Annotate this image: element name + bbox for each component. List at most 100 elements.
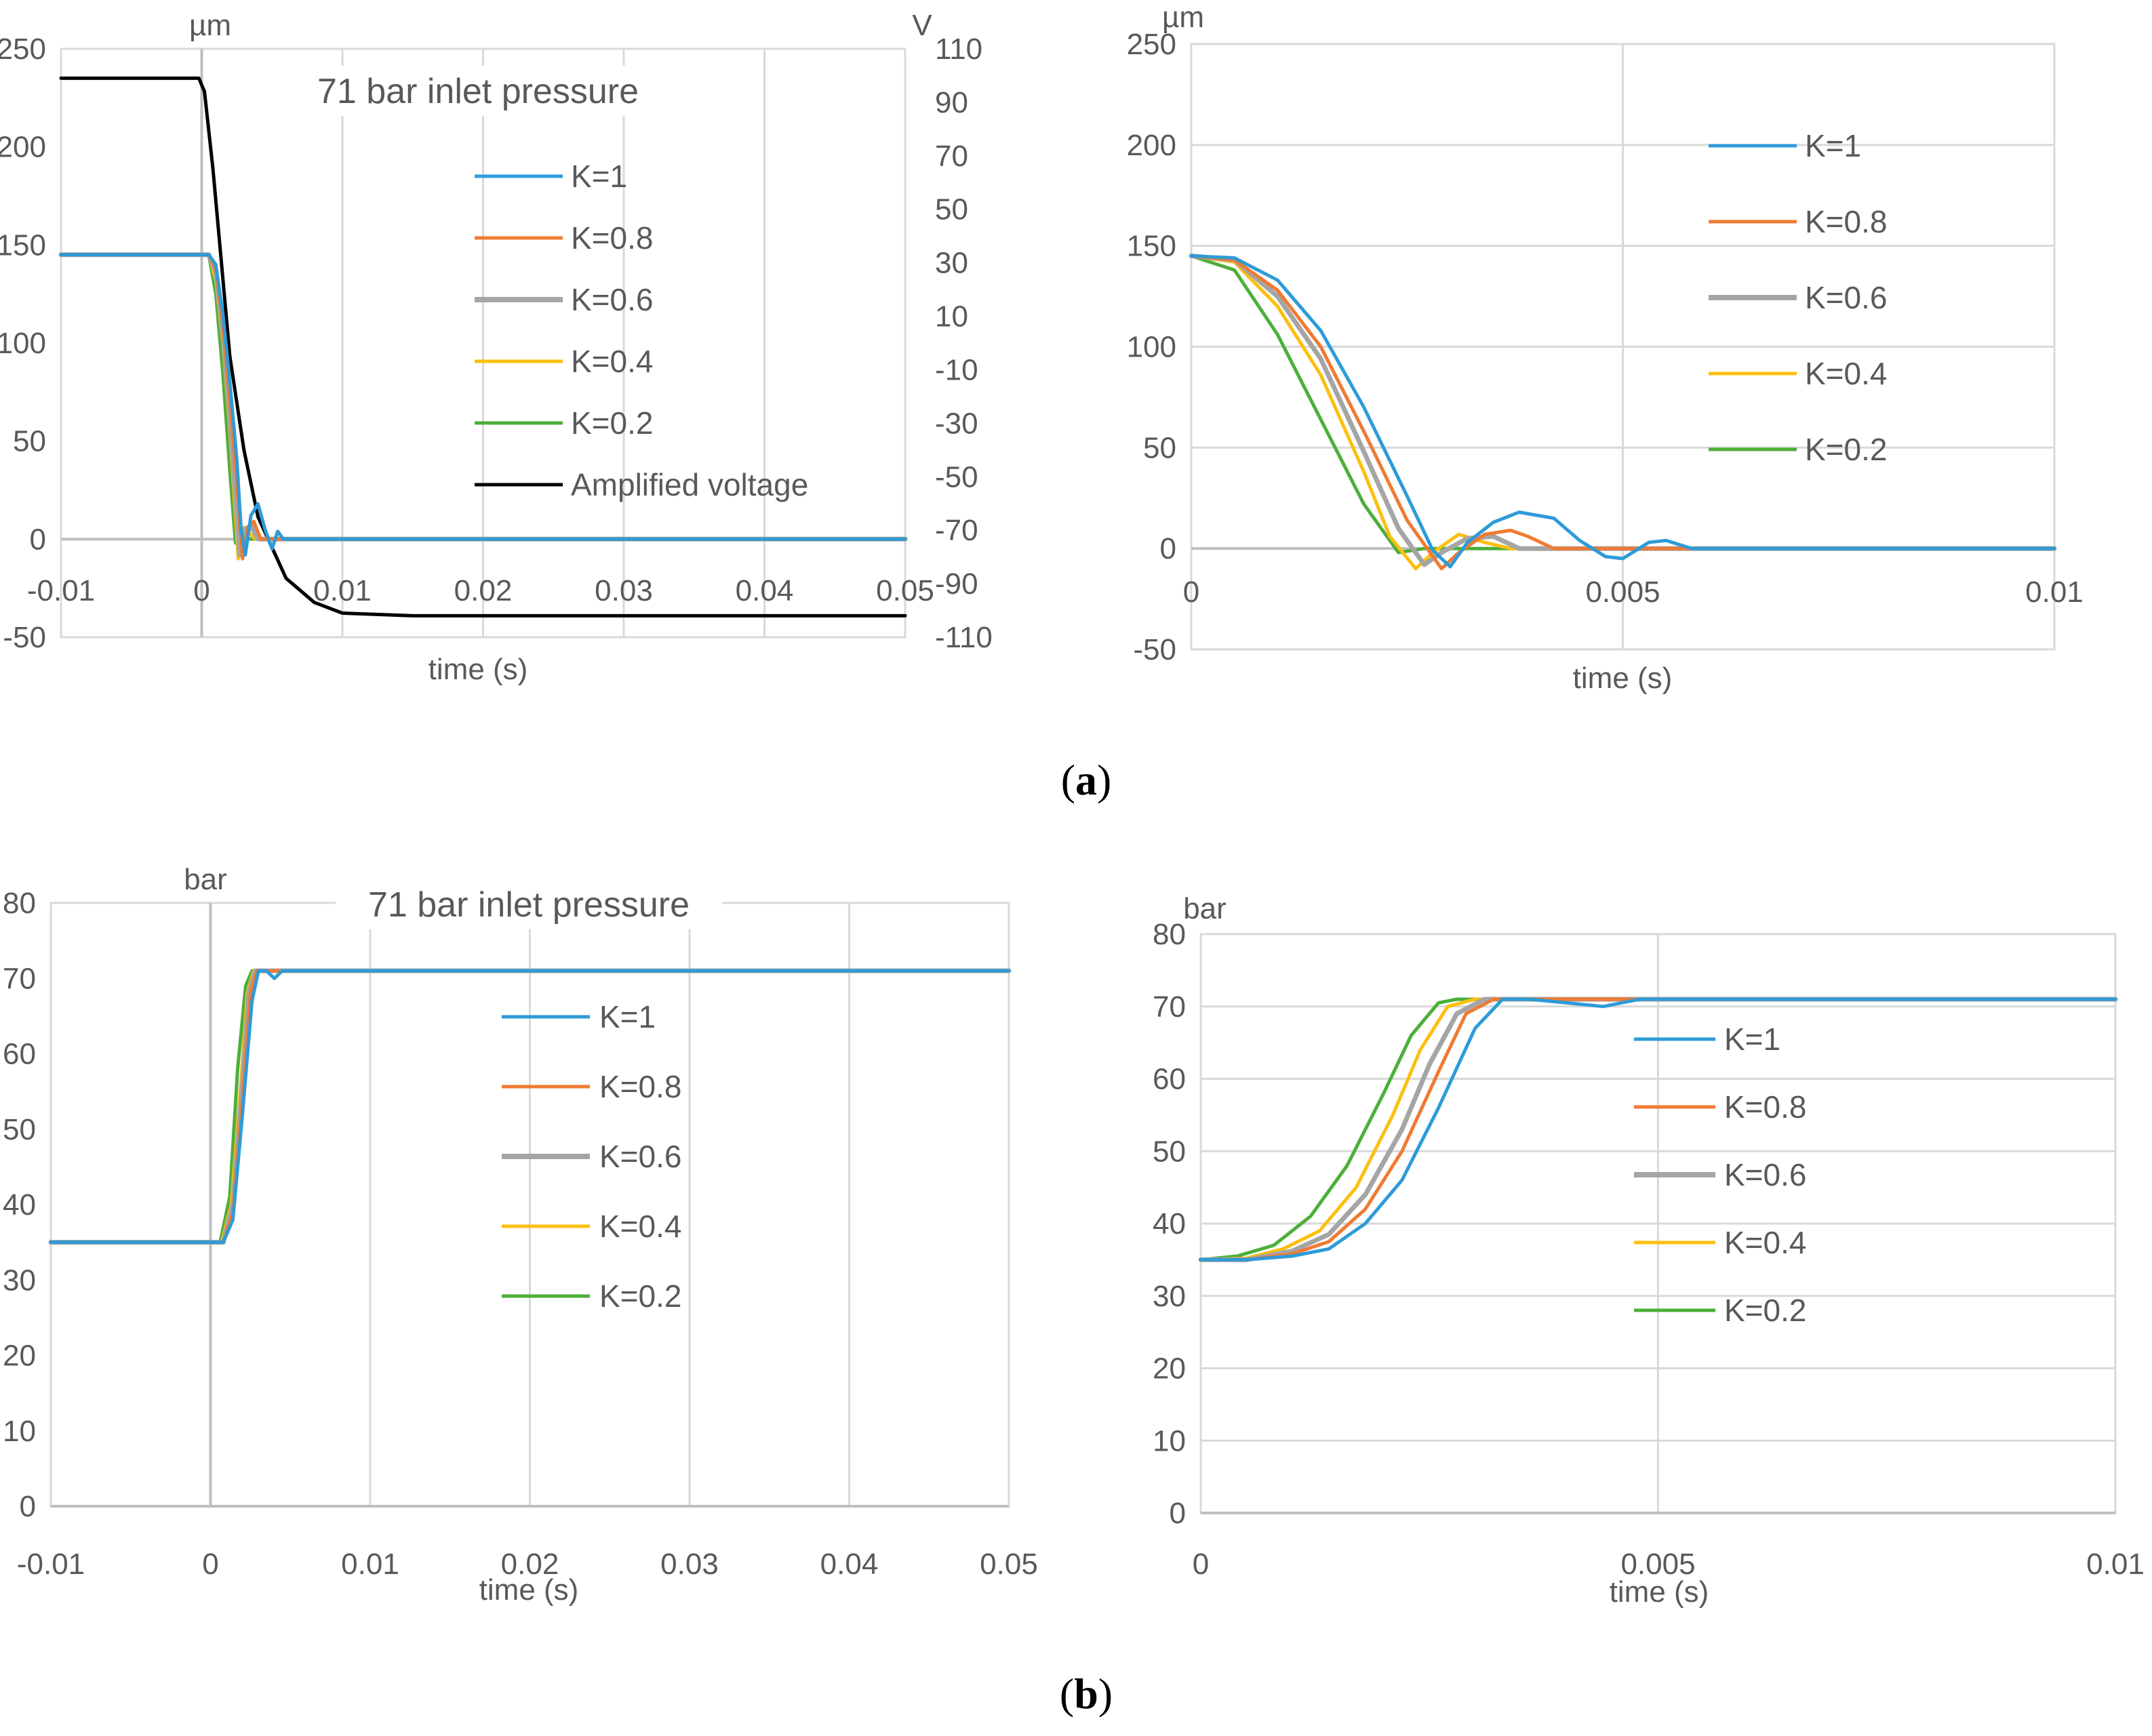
x-tick-label: 0.03	[595, 574, 653, 607]
chart-title: 71 bar inlet pressure	[368, 885, 690, 925]
series-line-k-0-8	[1189, 254, 2056, 571]
chart-b_right: 0 10 20 30 40 50 60 70 80 0 0.005 0.01 bar time (s) K=…	[1153, 892, 2145, 1609]
caption-b: (b)	[1060, 1670, 1113, 1718]
x-tick-label: 0.05	[876, 574, 934, 607]
y-tick-label: 80	[1153, 918, 1186, 951]
legend-label: K=0.8	[1805, 204, 1888, 239]
y-tick-label: 40	[1153, 1207, 1186, 1240]
legend-label: K=0.4	[1724, 1225, 1807, 1260]
series-line-k-0-2	[1189, 254, 2056, 554]
x-tick-label: 0.04	[736, 574, 794, 607]
y-tick-label: 150	[0, 228, 46, 262]
y-tick-label: 200	[1127, 129, 1176, 162]
legend-label: K=1	[1805, 128, 1861, 163]
x-tick-label: 0.005	[1620, 1548, 1695, 1581]
legend-label: K=0.4	[571, 344, 654, 379]
legend-label: K=0.8	[571, 220, 654, 256]
y-tick-label: 0	[30, 523, 46, 556]
caption-letter: a	[1075, 756, 1097, 804]
y-tick-label: -50	[3, 621, 46, 654]
y-tick-label: 70	[3, 962, 36, 995]
y2-tick-label: -110	[935, 621, 993, 654]
series-line-k-1	[1189, 254, 2056, 569]
legend-label: K=0.2	[1724, 1293, 1807, 1328]
y-axis-unit: bar	[1183, 892, 1227, 925]
caption-close: )	[1097, 756, 1111, 804]
y-tick-label: 50	[13, 425, 46, 458]
caption-letter: b	[1074, 1670, 1098, 1718]
legend-label: K=0.6	[1805, 280, 1888, 315]
y-tick-label: 0	[1170, 1497, 1186, 1530]
y-tick-label: 150	[1127, 230, 1176, 263]
y-axis-unit: µm	[189, 9, 231, 42]
x-tick-label: 0.005	[1585, 576, 1660, 609]
y-tick-label: 30	[1153, 1280, 1186, 1313]
y2-tick-label: 10	[935, 300, 968, 334]
legend-label: K=1	[571, 159, 627, 194]
series-line-k-1	[49, 969, 1011, 1245]
legend-label: K=0.4	[599, 1209, 682, 1244]
y-tick-label: 10	[1153, 1424, 1186, 1457]
legend-label: K=0.8	[599, 1069, 682, 1104]
y-tick-label: 40	[3, 1188, 36, 1222]
chart-b_left: 0 10 20 30 40 50 60 70 80 -0.01 0 0.01 0.02 0.03 0.04 0…	[3, 863, 1038, 1607]
legend-label: Amplified voltage	[571, 467, 808, 502]
y-axis-unit: bar	[184, 863, 227, 896]
x-tick-label: 0.02	[501, 1548, 559, 1581]
y-tick-label: 100	[0, 327, 46, 360]
x-axis-title: time (s)	[1573, 662, 1673, 695]
caption-open: (	[1060, 1670, 1074, 1718]
x-tick-label: 0.04	[820, 1548, 879, 1581]
series-line-k-1	[59, 253, 907, 557]
x-tick-label: 0.02	[454, 574, 513, 607]
x-tick-label: 0	[193, 574, 210, 607]
y2-axis-unit: V	[912, 9, 932, 42]
y2-tick-label: 90	[935, 86, 968, 119]
y-tick-label: 10	[3, 1415, 36, 1448]
y-tick-label: 80	[3, 887, 36, 920]
x-tick-label: 0	[1193, 1548, 1209, 1581]
y-tick-label: 20	[1153, 1352, 1186, 1386]
legend-label: K=0.4	[1805, 356, 1888, 391]
legend-label: K=0.2	[571, 405, 654, 441]
chart-a_left: -50 0 50 100 150 200 250 -110 -90 -70 -50 -30 -10 10 3…	[0, 9, 993, 686]
title-backdrop	[285, 66, 671, 116]
x-tick-label: -0.01	[27, 574, 95, 607]
y-tick-label: 50	[1153, 1135, 1186, 1168]
y-tick-label: 60	[1153, 1063, 1186, 1096]
x-tick-label: 0.05	[980, 1548, 1038, 1581]
y-tick-label: 0	[1160, 532, 1176, 565]
x-tick-label: 0.01	[341, 1548, 399, 1581]
y-tick-label: 250	[0, 33, 46, 66]
y-tick-label: 50	[1143, 431, 1176, 464]
x-tick-label: 0.01	[2025, 576, 2084, 609]
y-tick-label: 0	[20, 1490, 36, 1523]
y-axis-unit: µm	[1162, 1, 1204, 34]
series-line-k-0-4	[1189, 254, 2056, 571]
caption-a: (a)	[1061, 756, 1112, 804]
legend-label: K=0.6	[599, 1139, 682, 1174]
x-tick-label: 0.03	[660, 1548, 719, 1581]
caption-close: )	[1098, 1670, 1113, 1718]
x-axis-title: time (s)	[429, 653, 528, 686]
x-tick-label: 0	[1183, 576, 1199, 609]
y-tick-label: 100	[1127, 331, 1176, 364]
title-backdrop	[336, 879, 722, 929]
y2-tick-label: -10	[935, 353, 978, 386]
y2-tick-label: 70	[935, 140, 968, 173]
legend-label: K=0.6	[571, 282, 654, 317]
y-tick-label: 70	[1153, 990, 1186, 1024]
y2-tick-label: -90	[935, 567, 978, 601]
x-tick-label: 0.01	[313, 574, 372, 607]
legend-label: K=1	[599, 999, 656, 1034]
y2-tick-label: -70	[935, 514, 978, 547]
legend-label: K=0.2	[599, 1278, 682, 1314]
legend-label: K=0.6	[1724, 1157, 1807, 1192]
series-line-k-0-2	[1199, 997, 2117, 1261]
series-line-k-0-4	[1199, 997, 2117, 1261]
y2-tick-label: -50	[935, 460, 978, 493]
legend-label: K=1	[1724, 1022, 1780, 1057]
y2-tick-label: 50	[935, 193, 968, 226]
